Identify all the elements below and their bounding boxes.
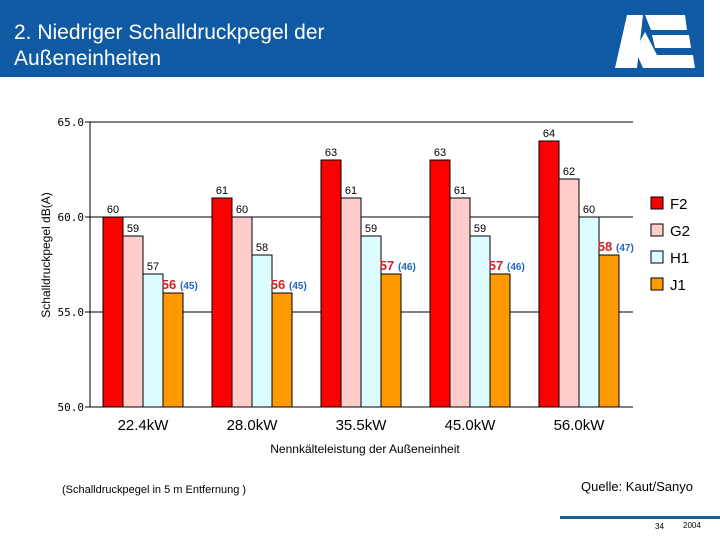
bar-j1 xyxy=(271,292,293,408)
data-label-secondary: (47) xyxy=(616,243,634,254)
bar-h1 xyxy=(578,216,600,408)
bar-f2 xyxy=(102,216,124,408)
company-logo xyxy=(615,15,695,68)
footer-divider xyxy=(560,516,720,519)
data-label: 58 xyxy=(598,239,612,254)
x-tick-label: 22.4kW xyxy=(118,417,170,434)
bar-j1 xyxy=(162,292,184,408)
data-label: 64 xyxy=(543,128,555,140)
data-label: 62 xyxy=(563,166,575,178)
data-label-secondary: (46) xyxy=(507,262,525,273)
legend-swatch-h1 xyxy=(650,250,664,264)
data-label: 57 xyxy=(489,258,503,273)
data-label: 57 xyxy=(147,261,159,273)
data-label: 61 xyxy=(345,185,357,197)
legend-label: F2 xyxy=(670,196,688,213)
bar-j1 xyxy=(598,254,620,408)
x-tick-label: 56.0kW xyxy=(554,417,606,434)
legend-label: J1 xyxy=(670,277,686,294)
legend-label: H1 xyxy=(670,250,689,267)
data-label: 56 xyxy=(271,277,285,292)
bar-f2 xyxy=(538,140,560,408)
bar-g2 xyxy=(231,216,253,408)
bar-f2 xyxy=(320,159,342,408)
data-label: 57 xyxy=(380,258,394,273)
legend-swatch-j1 xyxy=(650,277,664,291)
legend-swatch-g2 xyxy=(650,223,664,237)
y-tick-label: 50.0 xyxy=(58,401,85,414)
data-label: 59 xyxy=(365,223,377,235)
x-axis-label: Nennkälteleistung der Außeneinheit xyxy=(270,442,460,456)
data-label: 63 xyxy=(325,147,337,159)
data-label: 59 xyxy=(127,223,139,235)
bar-j1 xyxy=(380,273,402,408)
x-tick-label: 35.5kW xyxy=(336,417,388,434)
data-label: 56 xyxy=(162,277,176,292)
page-number: 34 xyxy=(655,522,664,531)
data-label: 63 xyxy=(434,147,446,159)
x-tick-label: 28.0kW xyxy=(227,417,279,434)
data-label-secondary: (45) xyxy=(289,281,307,292)
bar-h1 xyxy=(251,254,273,408)
y-tick-label: 55.0 xyxy=(58,306,85,319)
y-tick-label: 65.0 xyxy=(58,116,85,129)
page-title: 2. Niedriger Schalldruckpegel der Außene… xyxy=(14,20,325,72)
bar-g2 xyxy=(340,197,362,408)
bar-h1 xyxy=(469,235,491,408)
data-label-secondary: (46) xyxy=(398,262,416,273)
bar-g2 xyxy=(449,197,471,408)
data-label: 58 xyxy=(256,242,268,254)
header-bar: 2. Niedriger Schalldruckpegel der Außene… xyxy=(0,0,704,77)
data-label: 60 xyxy=(583,204,595,216)
x-tick-label: 45.0kW xyxy=(445,417,497,434)
bar-j1 xyxy=(489,273,511,408)
data-label-secondary: (45) xyxy=(180,281,198,292)
title-line-2: Außeneinheiten xyxy=(14,47,162,70)
y-tick-label: 60.0 xyxy=(58,211,85,224)
bar-chart: 50.0 55.0 60.0 65.0 Schalldruckpegel dB(A) 60… xyxy=(39,116,690,456)
y-axis-label: Schalldruckpegel dB(A) xyxy=(39,192,53,317)
data-label: 60 xyxy=(107,204,119,216)
legend-swatch-f2 xyxy=(650,196,664,210)
footer-year: 2004 xyxy=(683,521,701,530)
data-label: 61 xyxy=(216,185,228,197)
legend-label: G2 xyxy=(670,223,690,240)
bar-f2 xyxy=(211,197,233,408)
source-text: Quelle: Kaut/Sanyo xyxy=(581,479,694,494)
bar-h1 xyxy=(360,235,382,408)
bar-g2 xyxy=(558,178,580,408)
footnote: (Schalldruckpegel in 5 m Entfernung ) xyxy=(62,484,247,496)
data-label: 59 xyxy=(474,223,486,235)
data-label: 61 xyxy=(454,185,466,197)
bar-h1 xyxy=(142,273,164,408)
bar-f2 xyxy=(429,159,451,408)
title-line-1: 2. Niedriger Schalldruckpegel der xyxy=(14,21,325,44)
bar-g2 xyxy=(122,235,144,408)
data-label: 60 xyxy=(236,204,248,216)
